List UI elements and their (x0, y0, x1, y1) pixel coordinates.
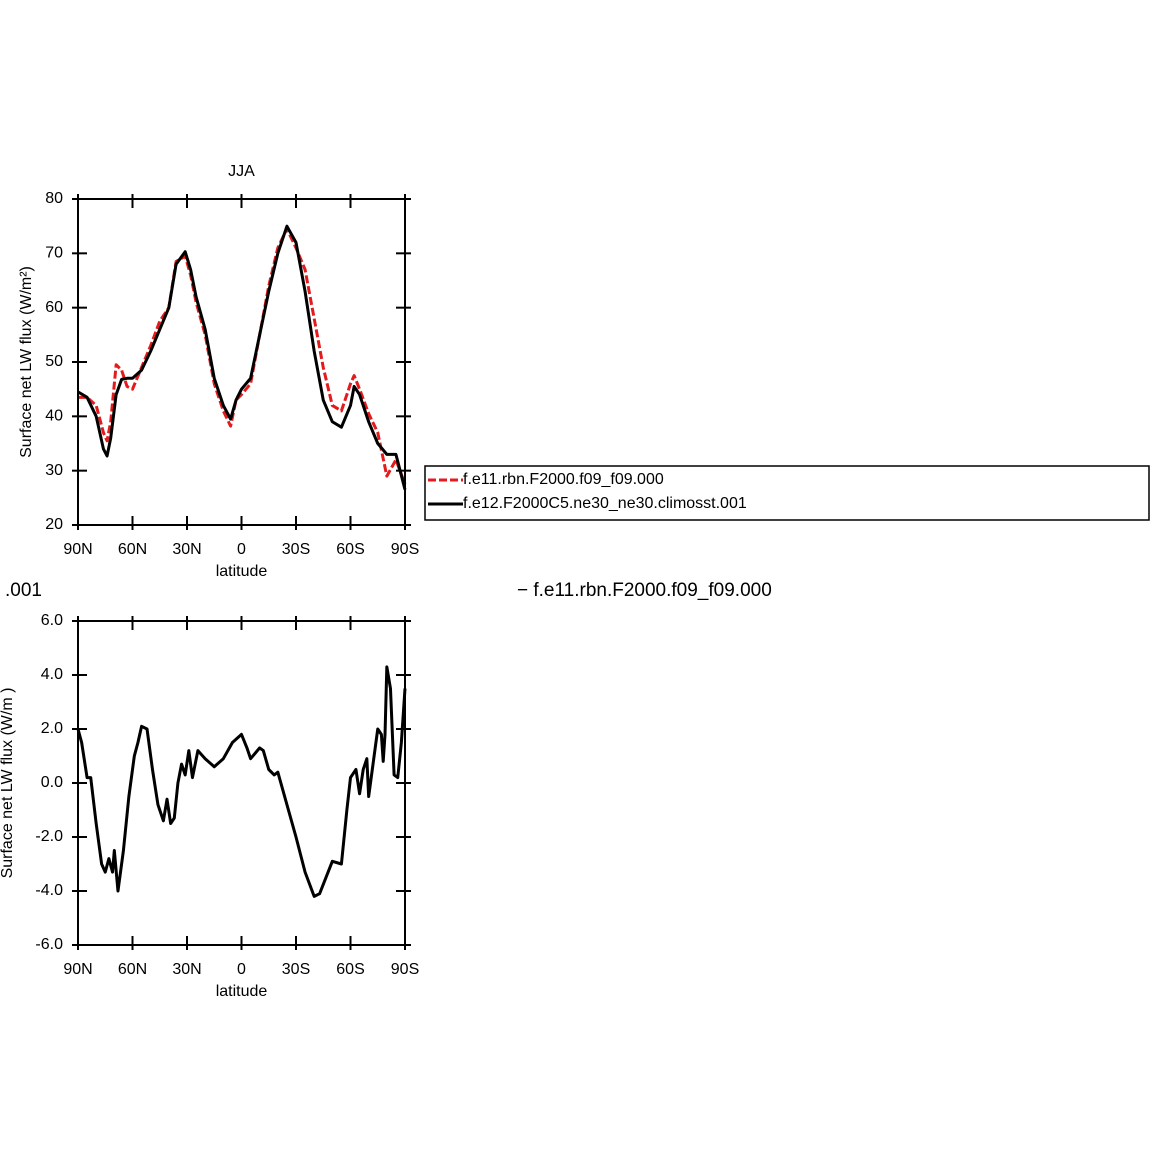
data-line (78, 227, 407, 485)
data-line (76, 665, 407, 898)
plot-frame (77, 198, 406, 526)
x-tick-label: 90N (63, 961, 92, 978)
x-tick-label: 30S (282, 961, 310, 978)
data-line (77, 224, 407, 491)
legend-label: f.e11.rbn.F2000.f09_f09.000 (463, 471, 664, 488)
y-tick-label: 20 (45, 516, 63, 533)
y-tick-label: 60 (45, 299, 63, 316)
y-tick-label: 4.0 (41, 666, 63, 683)
legend-box (424, 465, 1150, 521)
y-tick-label: 30 (45, 462, 63, 479)
y-tick-label: 0.0 (41, 774, 63, 791)
x-tick-label: 30N (172, 961, 201, 978)
chart-title: .001 (5, 580, 42, 601)
y-axis-label: Surface net LW flux (W/m ) (0, 688, 16, 879)
x-tick-label: 30N (172, 541, 201, 558)
y-tick-label: 2.0 (41, 720, 63, 737)
x-tick-label: 0 (237, 541, 246, 558)
x-tick-label: 90S (391, 541, 419, 558)
x-tick-label: 60N (118, 541, 147, 558)
x-tick-label: 90S (391, 961, 419, 978)
y-tick-label: -4.0 (35, 882, 63, 899)
y-tick-label: 70 (45, 245, 63, 262)
x-axis-label: latitude (216, 563, 268, 580)
x-tick-label: 60S (336, 961, 364, 978)
y-tick-label: 6.0 (41, 612, 63, 629)
plot-frame (77, 620, 406, 946)
x-tick-label: 60N (118, 961, 147, 978)
y-tick-label: -6.0 (35, 936, 63, 953)
chart-title: JJA (228, 163, 255, 180)
x-tick-label: 0 (237, 961, 246, 978)
legend-label: f.e12.F2000C5.ne30_ne30.climosst.001 (463, 495, 747, 512)
y-tick-label: 50 (45, 353, 63, 370)
x-tick-label: 30S (282, 541, 310, 558)
chart-title: − f.e11.rbn.F2000.f09_f09.000 (517, 580, 772, 601)
y-tick-label: 80 (45, 190, 63, 207)
y-axis-label: Surface net LW flux (W/m²) (18, 266, 35, 458)
y-tick-label: -2.0 (35, 828, 63, 845)
x-tick-label: 90N (63, 541, 92, 558)
y-tick-label: 40 (45, 408, 63, 425)
x-tick-label: 60S (336, 541, 364, 558)
x-axis-label: latitude (216, 983, 268, 1000)
